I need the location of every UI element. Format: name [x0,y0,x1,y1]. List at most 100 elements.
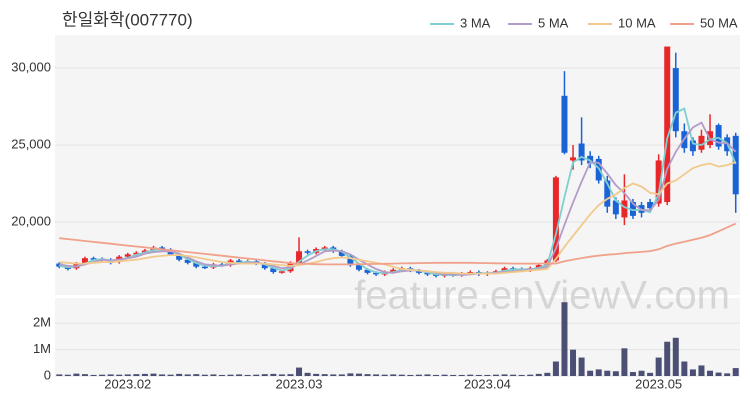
candle-body [270,268,277,273]
volume-bar [321,374,328,376]
volume-bar [244,374,251,376]
candle-body [570,157,577,161]
x-tick-label: 2023.05 [635,376,682,391]
volume-bar [450,374,457,376]
volume-bar [56,374,63,376]
candle-body [364,269,371,273]
volume-bar [604,370,611,376]
volume-bar [64,374,71,376]
ma-line [59,121,737,277]
volume-bar [210,374,217,376]
volume-bar [433,374,440,376]
candle-body [672,68,679,132]
candle-body [296,251,303,263]
volume-bar [141,373,148,376]
volume-bar [73,373,80,376]
volume-bar [99,374,106,376]
volume-bar [629,372,636,376]
volume-bar [373,374,380,376]
volume-bar [236,374,243,376]
candle-body [629,202,636,216]
y-tick-label: 20,000 [11,213,51,228]
volume-bar [732,368,739,376]
x-tick-label: 2023.02 [104,376,151,391]
ma-line [59,222,737,266]
volume-bar [689,369,696,376]
candle-body [578,143,585,161]
volume-bar [296,367,303,376]
volume-bar [527,374,534,376]
volume-bar [707,370,714,376]
candle-body [261,263,268,269]
volume-bar [107,374,114,376]
volume-bar [270,373,277,376]
candle-body [338,251,345,256]
candle-body [304,251,311,253]
volume-bar [347,373,354,376]
candle-body [124,254,131,257]
volume-bar [304,372,311,376]
volume-bar [587,370,594,376]
chart-title: 한일화학(007770) [62,10,193,29]
volume-bar [552,361,559,376]
volume-bar [715,372,722,376]
candle-body [552,177,559,261]
volume-bar [595,369,602,376]
watermark: feature.enViewV.com [354,274,730,318]
candle-body [184,259,191,263]
candle-body [390,269,397,273]
volume-bar [612,371,619,376]
volume-bar [458,374,465,376]
candle-body [347,255,354,266]
legend-label: 10 MA [618,15,656,30]
candle-body [278,271,285,273]
volume-bar [278,374,285,376]
candle-body [90,258,97,260]
candle-body [689,140,696,152]
volume-bar [441,374,448,376]
volume-bar [415,374,422,376]
volume-bar [621,348,628,376]
volume-bar [253,374,260,376]
volume-bar [330,374,337,376]
volume-bar [698,365,705,376]
candle-body [715,125,722,147]
candle-body [647,202,654,209]
volume-bar [381,374,388,376]
candle-body [501,268,508,272]
volume-bar [672,337,679,376]
legend-label: 3 MA [460,15,491,30]
x-tick-label: 2023.03 [276,376,323,391]
candle-body [612,200,619,215]
volume-bar [116,374,123,376]
volume-bar [647,372,654,376]
candle-body [193,262,200,267]
candle-body [373,272,380,275]
volume-bar [201,374,208,376]
candle-body [621,200,628,218]
ma-line [59,161,737,275]
volume-bar [124,374,131,376]
candle-body [415,270,422,273]
candle-body [201,266,208,269]
volume-bar [407,374,414,376]
volume-bar [81,374,88,376]
volume-bar [510,374,517,376]
candle-body [355,265,362,270]
volume-bar [193,374,200,376]
volume-bar [184,374,191,376]
candle-body [561,95,568,153]
volume-bar [467,374,474,376]
volume-bar [535,373,542,376]
candle-body [424,272,431,275]
volume-bar [570,349,577,376]
volume-bar [484,374,491,376]
volume-bar [176,373,183,376]
volume-bar [90,374,97,376]
candle-body [732,135,739,195]
volume-bar [664,341,671,376]
legend-label: 5 MA [538,15,569,30]
candle-body [236,260,243,263]
volume-bar [364,374,371,376]
candle-body [664,46,671,203]
